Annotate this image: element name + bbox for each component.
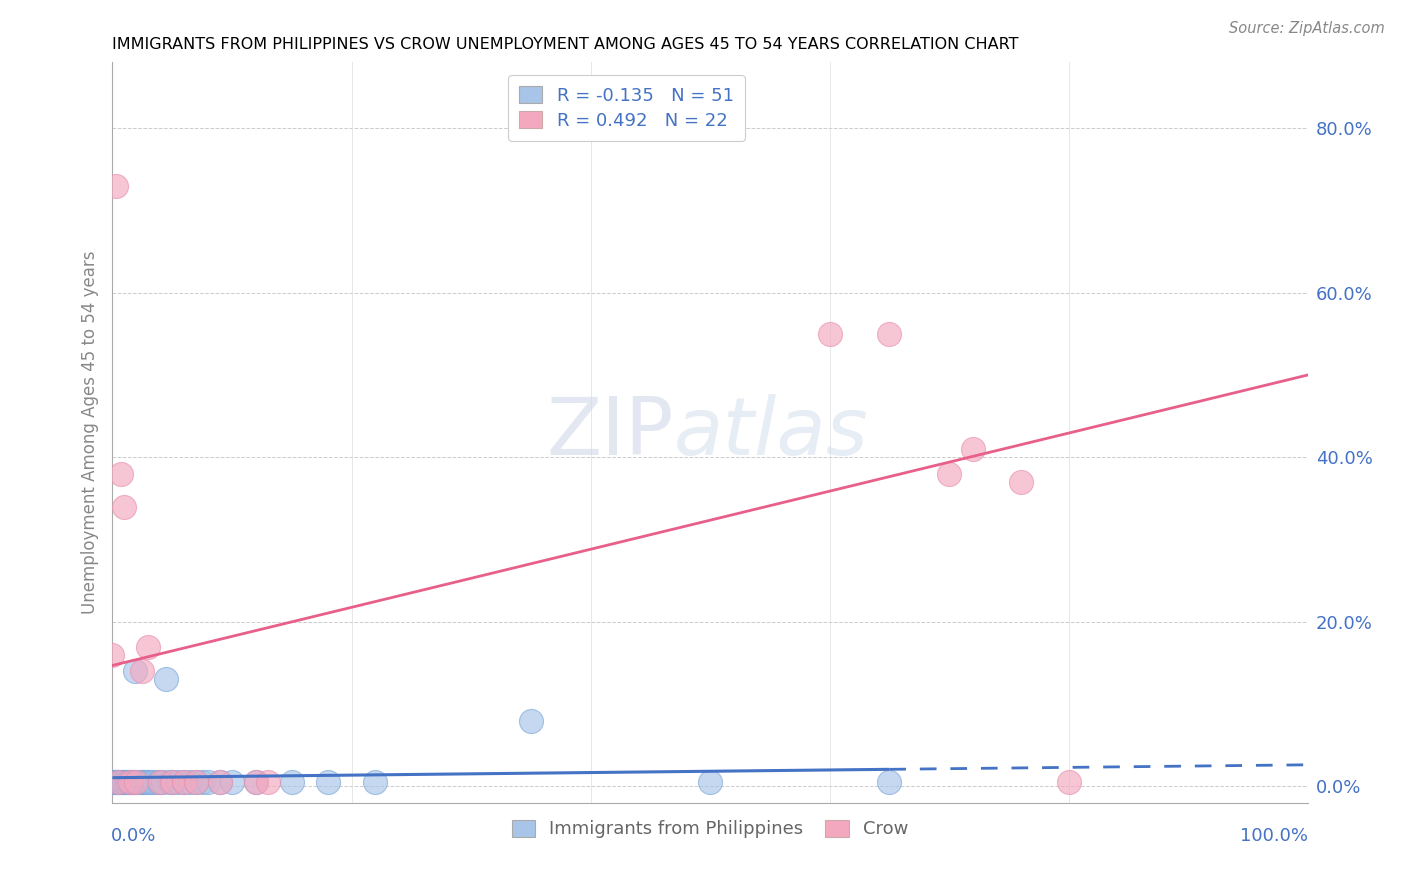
Point [108, 775, 131, 789]
Point [124, 664, 146, 678]
Point [122, 775, 145, 789]
Text: ZIP: ZIP [547, 393, 675, 472]
Point [138, 640, 160, 654]
Point [125, 775, 148, 789]
Point [364, 775, 387, 789]
Point [117, 775, 139, 789]
Point [162, 775, 183, 789]
Point [143, 775, 166, 789]
Point [120, 775, 142, 789]
Point [139, 775, 162, 789]
Point [162, 775, 183, 789]
Point [938, 467, 960, 481]
Point [962, 442, 984, 456]
Point [818, 326, 841, 341]
Point [879, 775, 901, 789]
Point [159, 775, 181, 789]
Text: IMMIGRANTS FROM PHILIPPINES VS CROW UNEMPLOYMENT AMONG AGES 45 TO 54 YEARS CORRE: IMMIGRANTS FROM PHILIPPINES VS CROW UNEM… [112, 37, 1019, 52]
Point [191, 775, 214, 789]
Legend: Immigrants from Philippines, Crow: Immigrants from Philippines, Crow [505, 813, 915, 846]
Point [152, 775, 174, 789]
Point [105, 178, 128, 193]
Point [155, 673, 177, 687]
Point [128, 775, 150, 789]
Point [197, 775, 219, 789]
Point [186, 775, 208, 789]
Point [257, 775, 280, 789]
Text: 0.0%: 0.0% [111, 828, 156, 846]
Point [173, 775, 195, 789]
Point [107, 775, 129, 789]
Point [520, 714, 543, 728]
Point [209, 775, 232, 789]
Point [107, 775, 129, 789]
Point [114, 775, 136, 789]
Point [186, 775, 208, 789]
Point [173, 775, 195, 789]
Point [209, 775, 232, 789]
Point [146, 775, 169, 789]
Text: atlas: atlas [675, 393, 869, 472]
Point [114, 500, 135, 514]
Point [101, 648, 124, 662]
Point [125, 775, 148, 789]
Text: Source: ZipAtlas.com: Source: ZipAtlas.com [1229, 21, 1385, 36]
Point [138, 775, 160, 789]
Point [149, 775, 172, 789]
Point [221, 775, 243, 789]
Point [179, 775, 201, 789]
Point [114, 775, 135, 789]
Point [105, 775, 128, 789]
Point [699, 775, 721, 789]
Point [131, 664, 153, 678]
Point [316, 775, 339, 789]
Point [121, 775, 143, 789]
Point [134, 775, 156, 789]
Text: 100.0%: 100.0% [1240, 828, 1308, 846]
Point [103, 775, 125, 789]
Point [118, 775, 141, 789]
Point [245, 775, 267, 789]
Point [101, 775, 124, 789]
Point [111, 775, 134, 789]
Point [281, 775, 304, 789]
Point [879, 326, 901, 341]
Point [105, 775, 128, 789]
Point [245, 775, 267, 789]
Point [104, 775, 127, 789]
Point [110, 467, 132, 481]
Point [167, 775, 190, 789]
Point [1010, 475, 1032, 489]
Point [131, 775, 153, 789]
Point [115, 775, 138, 789]
Point [120, 775, 142, 789]
Point [107, 775, 129, 789]
Y-axis label: Unemployment Among Ages 45 to 54 years: Unemployment Among Ages 45 to 54 years [80, 251, 98, 615]
Point [110, 775, 132, 789]
Point [131, 775, 153, 789]
Point [135, 775, 157, 789]
Point [121, 775, 143, 789]
Point [1057, 775, 1080, 789]
Point [149, 775, 172, 789]
Point [112, 775, 135, 789]
